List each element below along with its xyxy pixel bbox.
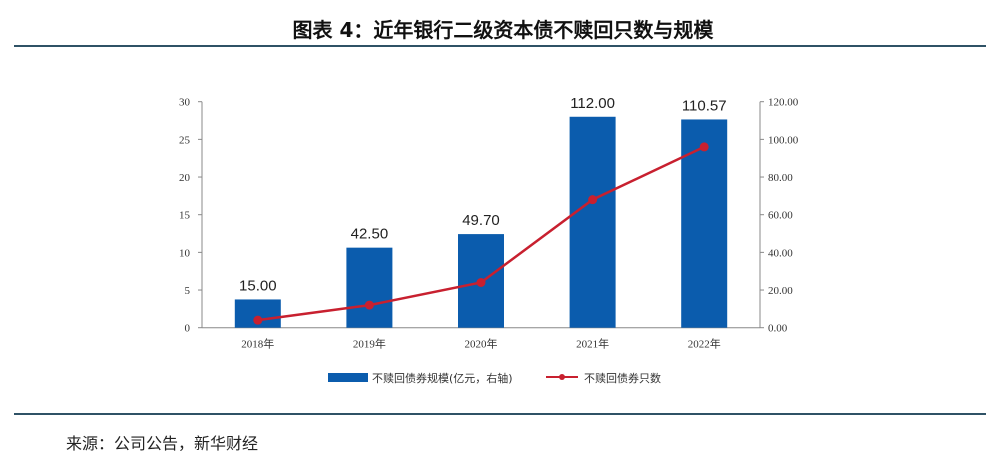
bar-value-label: 112.00 (570, 95, 615, 112)
top-rule (14, 45, 986, 47)
right-tick-label: 100.00 (768, 134, 799, 146)
bar-value-label: 42.50 (351, 226, 389, 243)
x-tick-label: 2020年 (465, 337, 498, 351)
bar-value-label: 15.00 (239, 277, 277, 294)
legend-line-label: 不赎回债券只数 (584, 371, 661, 385)
x-tick-label: 2019年 (353, 337, 386, 351)
legend-bar-swatch (328, 373, 368, 382)
line-point-2021年 (588, 195, 598, 205)
line-point-2018年 (253, 315, 263, 325)
left-tick-label: 10 (179, 247, 191, 259)
x-tick-label: 2018年 (241, 337, 274, 351)
legend-line-marker (559, 374, 565, 380)
right-tick-label: 60.00 (768, 210, 793, 222)
line-point-2019年 (364, 300, 374, 310)
x-tick-label: 2022年 (688, 337, 721, 351)
right-tick-label: 120.00 (768, 97, 799, 109)
right-tick-label: 80.00 (768, 172, 793, 184)
bottom-rule (14, 413, 986, 415)
left-tick-label: 30 (179, 97, 191, 109)
bar-value-label: 49.70 (462, 212, 500, 229)
source-note: 来源：公司公告，新华财经 (66, 434, 259, 453)
line-point-2022年 (699, 142, 709, 152)
right-tick-label: 40.00 (768, 247, 793, 259)
left-tick-label: 20 (179, 172, 191, 184)
left-tick-label: 15 (179, 210, 191, 222)
bar-value-label: 110.57 (682, 97, 727, 114)
left-tick-label: 25 (179, 134, 191, 146)
line-point-2020年 (476, 278, 486, 287)
x-tick-label: 2021年 (576, 337, 609, 351)
bar-2019年 (346, 247, 393, 328)
right-tick-label: 0.00 (768, 323, 788, 335)
left-tick-label: 0 (185, 323, 191, 335)
left-tick-label: 5 (185, 285, 191, 297)
legend-bar-label: 不赎回债券规模(亿元，右轴) (372, 371, 513, 385)
bar-2021年 (569, 116, 616, 328)
right-tick-label: 20.00 (768, 285, 793, 297)
chart-title: 图表 4：近年银行二级资本债不赎回只数与规模 (292, 18, 714, 42)
